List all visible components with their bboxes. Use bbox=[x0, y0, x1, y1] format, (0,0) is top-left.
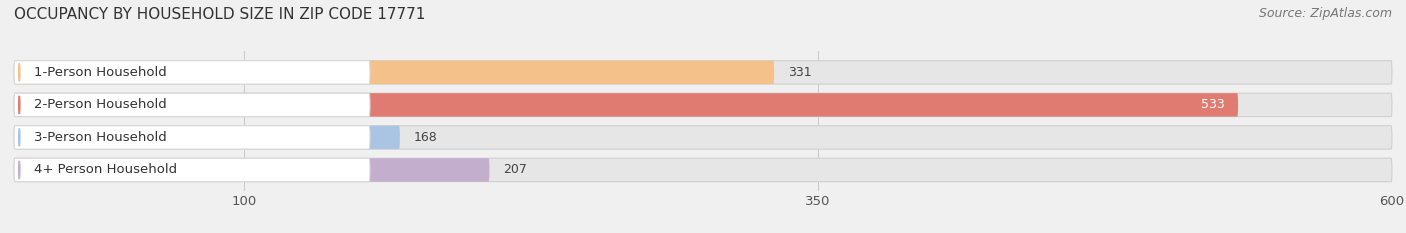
FancyBboxPatch shape bbox=[14, 158, 489, 182]
FancyBboxPatch shape bbox=[14, 61, 370, 84]
FancyBboxPatch shape bbox=[14, 126, 1392, 149]
Text: 4+ Person Household: 4+ Person Household bbox=[34, 163, 177, 176]
FancyBboxPatch shape bbox=[14, 126, 399, 149]
FancyBboxPatch shape bbox=[14, 126, 370, 149]
Text: 1-Person Household: 1-Person Household bbox=[34, 66, 166, 79]
FancyBboxPatch shape bbox=[14, 93, 1392, 116]
Text: 207: 207 bbox=[503, 163, 527, 176]
FancyBboxPatch shape bbox=[14, 158, 370, 182]
FancyBboxPatch shape bbox=[14, 93, 1239, 116]
FancyBboxPatch shape bbox=[14, 61, 1392, 84]
FancyBboxPatch shape bbox=[14, 93, 370, 116]
Text: 3-Person Household: 3-Person Household bbox=[34, 131, 166, 144]
FancyBboxPatch shape bbox=[14, 61, 775, 84]
Text: OCCUPANCY BY HOUSEHOLD SIZE IN ZIP CODE 17771: OCCUPANCY BY HOUSEHOLD SIZE IN ZIP CODE … bbox=[14, 7, 426, 22]
Text: Source: ZipAtlas.com: Source: ZipAtlas.com bbox=[1258, 7, 1392, 20]
Text: 331: 331 bbox=[787, 66, 811, 79]
FancyBboxPatch shape bbox=[14, 158, 1392, 182]
Text: 168: 168 bbox=[413, 131, 437, 144]
Text: 533: 533 bbox=[1201, 98, 1225, 111]
Text: 2-Person Household: 2-Person Household bbox=[34, 98, 166, 111]
